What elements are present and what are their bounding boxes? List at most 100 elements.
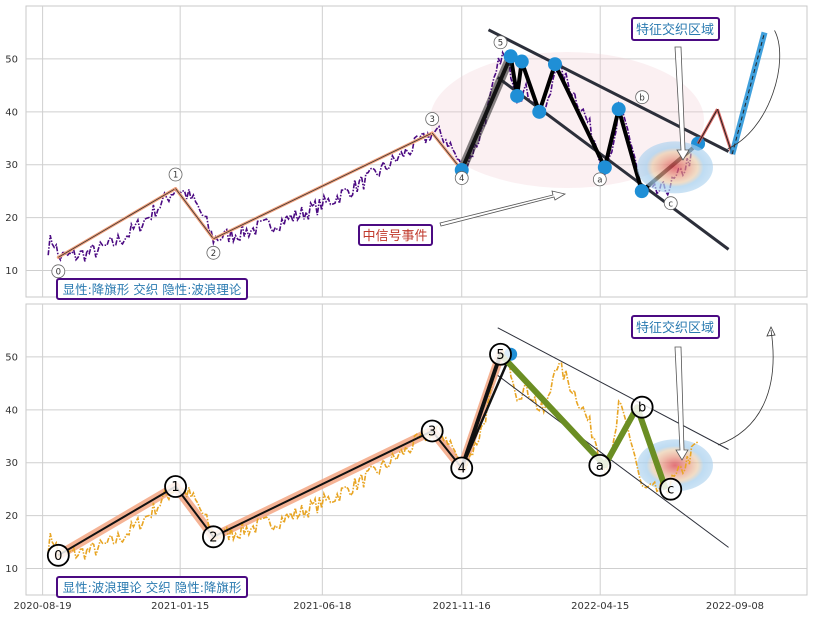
x-tick-label: 2020-08-19 bbox=[14, 601, 72, 612]
zone-label-bottom: 特征交织区域 bbox=[636, 320, 714, 336]
pivot-marker bbox=[547, 57, 562, 72]
wave-label-text: c bbox=[668, 199, 673, 209]
channel-line bbox=[497, 375, 729, 548]
wave-segment bbox=[460, 353, 512, 469]
top-wave-labels: 0 1 2 3 4 5 a b c bbox=[51, 35, 678, 279]
thrust-segment bbox=[457, 54, 515, 172]
pivot-marker bbox=[634, 184, 649, 199]
pivot-marker bbox=[503, 49, 518, 64]
top-price-line bbox=[47, 50, 699, 262]
bottom-price-series bbox=[47, 348, 699, 560]
projection-segment bbox=[729, 31, 768, 155]
wave-label-text: 2 bbox=[209, 530, 217, 545]
x-tick-label: 2021-06-18 bbox=[293, 601, 351, 612]
wave-label-text: 3 bbox=[428, 424, 436, 439]
wave-label-circle bbox=[454, 171, 469, 185]
projection-centerline bbox=[716, 109, 733, 155]
bottom-price-line bbox=[47, 348, 699, 560]
wave-label-circle bbox=[659, 477, 683, 501]
wave-label-text: 2 bbox=[211, 249, 216, 259]
wave-label-text: 0 bbox=[56, 268, 61, 278]
wave-segment bbox=[58, 188, 176, 258]
feature-zone-bullseye bbox=[636, 141, 713, 194]
wave-label-text: 1 bbox=[171, 480, 179, 495]
wave-segment bbox=[175, 188, 214, 240]
y-tick-label: 50 bbox=[5, 352, 18, 363]
wave-label-text: b bbox=[638, 401, 646, 416]
y-tick-label: 10 bbox=[5, 266, 18, 277]
y-tick-label: 20 bbox=[5, 213, 18, 224]
wave-label-text: 4 bbox=[459, 174, 464, 184]
bottom-y-tick-labels: 10 20 30 40 50 bbox=[5, 352, 18, 575]
wave-label-text: 1 bbox=[173, 171, 178, 181]
wave-segment bbox=[213, 132, 433, 240]
pivot-marker bbox=[611, 102, 626, 117]
wave-label-circle bbox=[164, 475, 187, 498]
zone-arrow-top bbox=[674, 46, 690, 161]
top-y-tick-labels: 10 20 30 40 50 bbox=[5, 54, 18, 277]
bottom-curved-arrow-head bbox=[766, 326, 776, 337]
wave-label-circle bbox=[592, 172, 607, 187]
pivot-marker bbox=[514, 54, 529, 69]
wave-label-circle bbox=[202, 525, 225, 549]
wave-label-circle bbox=[420, 419, 444, 443]
top-feature-zone bbox=[636, 141, 713, 194]
pivot-marker bbox=[510, 88, 525, 103]
wave-segment bbox=[431, 132, 463, 171]
wave-label-circle bbox=[493, 35, 508, 50]
bottom-legend-box bbox=[56, 576, 248, 598]
wave-label-text: 5 bbox=[496, 348, 504, 363]
x-tick-label: 2022-04-15 bbox=[571, 601, 629, 612]
wave-label-circle bbox=[51, 264, 66, 279]
y-tick-label: 30 bbox=[5, 458, 18, 469]
wave-label-circle bbox=[425, 112, 440, 126]
projection-centerline bbox=[697, 108, 718, 144]
y-tick-label: 40 bbox=[5, 405, 18, 416]
wave-label-circle bbox=[168, 167, 183, 182]
zone-box-top bbox=[631, 17, 720, 41]
projection-curved-arrow bbox=[727, 30, 781, 150]
bottom-curved-arrow bbox=[717, 329, 774, 446]
bottom-legend-label: 显性:波浪理论 交织 隐性:降旗形 bbox=[63, 580, 242, 595]
wave-label-circle bbox=[46, 543, 70, 567]
pivot-marker bbox=[532, 104, 547, 119]
wave-label-circle bbox=[630, 395, 654, 419]
wave-label-circle bbox=[489, 342, 512, 366]
y-tick-label: 30 bbox=[5, 160, 18, 171]
wave-segment bbox=[212, 430, 433, 538]
bottom-wave-labels: 0 1 2 3 4 5 a b c bbox=[46, 342, 683, 567]
wave-label-text: 4 bbox=[458, 462, 466, 477]
zone-label-top: 特征交织区域 bbox=[636, 22, 714, 38]
signal-arrow bbox=[439, 190, 567, 227]
top-grid bbox=[26, 6, 807, 297]
x-tick-labels: 2020-08-19 2021-01-15 2021-06-18 2021-11-16… bbox=[14, 601, 765, 612]
pivot-marker bbox=[597, 160, 612, 175]
signal-event-box bbox=[358, 224, 433, 246]
y-tick-label: 20 bbox=[5, 511, 18, 522]
wave-label-circle bbox=[635, 90, 650, 105]
top-legend-box bbox=[56, 278, 248, 300]
channel-line bbox=[497, 327, 729, 450]
y-tick-label: 10 bbox=[5, 564, 18, 575]
correction-path bbox=[498, 352, 669, 491]
top-price-series bbox=[47, 50, 699, 262]
wave-label-circle bbox=[588, 453, 612, 477]
wave-label-text: c bbox=[667, 483, 674, 498]
wave-label-text: b bbox=[639, 93, 644, 103]
wave-label-circle bbox=[450, 456, 474, 480]
x-tick-label: 2021-01-15 bbox=[151, 601, 209, 612]
x-tick-label: 2021-11-16 bbox=[433, 601, 491, 612]
wave-label-text: 0 bbox=[54, 549, 62, 564]
x-tick-label: 2022-09-08 bbox=[706, 601, 764, 612]
zone-box-bottom bbox=[631, 315, 720, 339]
wave-label-circle bbox=[206, 245, 221, 260]
top-panel: 10 20 30 40 50 0 1 2 3 4 5 a b c 中信号事件 特征交织区域 显性:降旗形… bbox=[5, 5, 808, 300]
top-wave-lines bbox=[56, 54, 700, 259]
zone-arrow-bottom bbox=[674, 346, 689, 461]
wave-segment-strong bbox=[459, 353, 503, 469]
wave-label-text: a bbox=[596, 459, 604, 474]
top-projection bbox=[696, 30, 781, 155]
bottom-flag-channel bbox=[497, 327, 729, 548]
wave-label-circle bbox=[663, 196, 678, 211]
